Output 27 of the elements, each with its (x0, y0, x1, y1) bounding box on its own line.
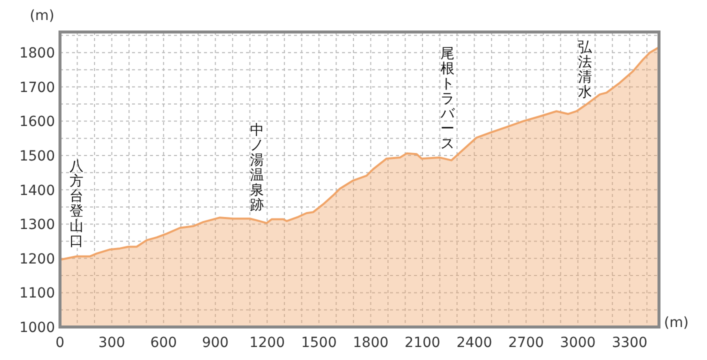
x-tick-label: 2400 (456, 335, 492, 351)
x-tick-label: 2100 (404, 335, 440, 351)
x-tick-label: 3000 (560, 335, 596, 351)
annotation: 尾根トラバース (440, 46, 456, 152)
y-axis-title: (m) (30, 8, 54, 24)
y-tick-label: 1800 (19, 46, 55, 62)
y-tick-label: 1000 (19, 320, 55, 336)
x-tick-label: 1800 (352, 335, 389, 351)
x-tick-label: 600 (150, 335, 177, 351)
y-tick-label: 1600 (19, 114, 55, 130)
y-tick-label: 1400 (19, 182, 55, 199)
annotation: 八方台登山口 (69, 158, 84, 250)
y-tick-label: 1300 (19, 217, 55, 234)
y-tick-label: 1200 (19, 251, 55, 268)
x-tick-label: 1200 (249, 335, 285, 351)
x-tick-label: 3300 (612, 335, 648, 351)
x-tick-label: 300 (98, 335, 126, 351)
annotation: 弘法清水 (578, 39, 593, 100)
x-tick-label: 2700 (508, 335, 544, 351)
x-axis-title: (m) (664, 315, 689, 331)
x-tick-label: 900 (202, 335, 229, 351)
annotation: 中ノ湯温泉跡 (250, 122, 264, 214)
y-tick-label: 1500 (19, 148, 55, 164)
x-tick-label: 1500 (301, 335, 337, 351)
y-tick-label: 1700 (19, 80, 55, 96)
y-tick-label: 1100 (19, 286, 55, 302)
x-tick-label: 0 (56, 335, 64, 351)
